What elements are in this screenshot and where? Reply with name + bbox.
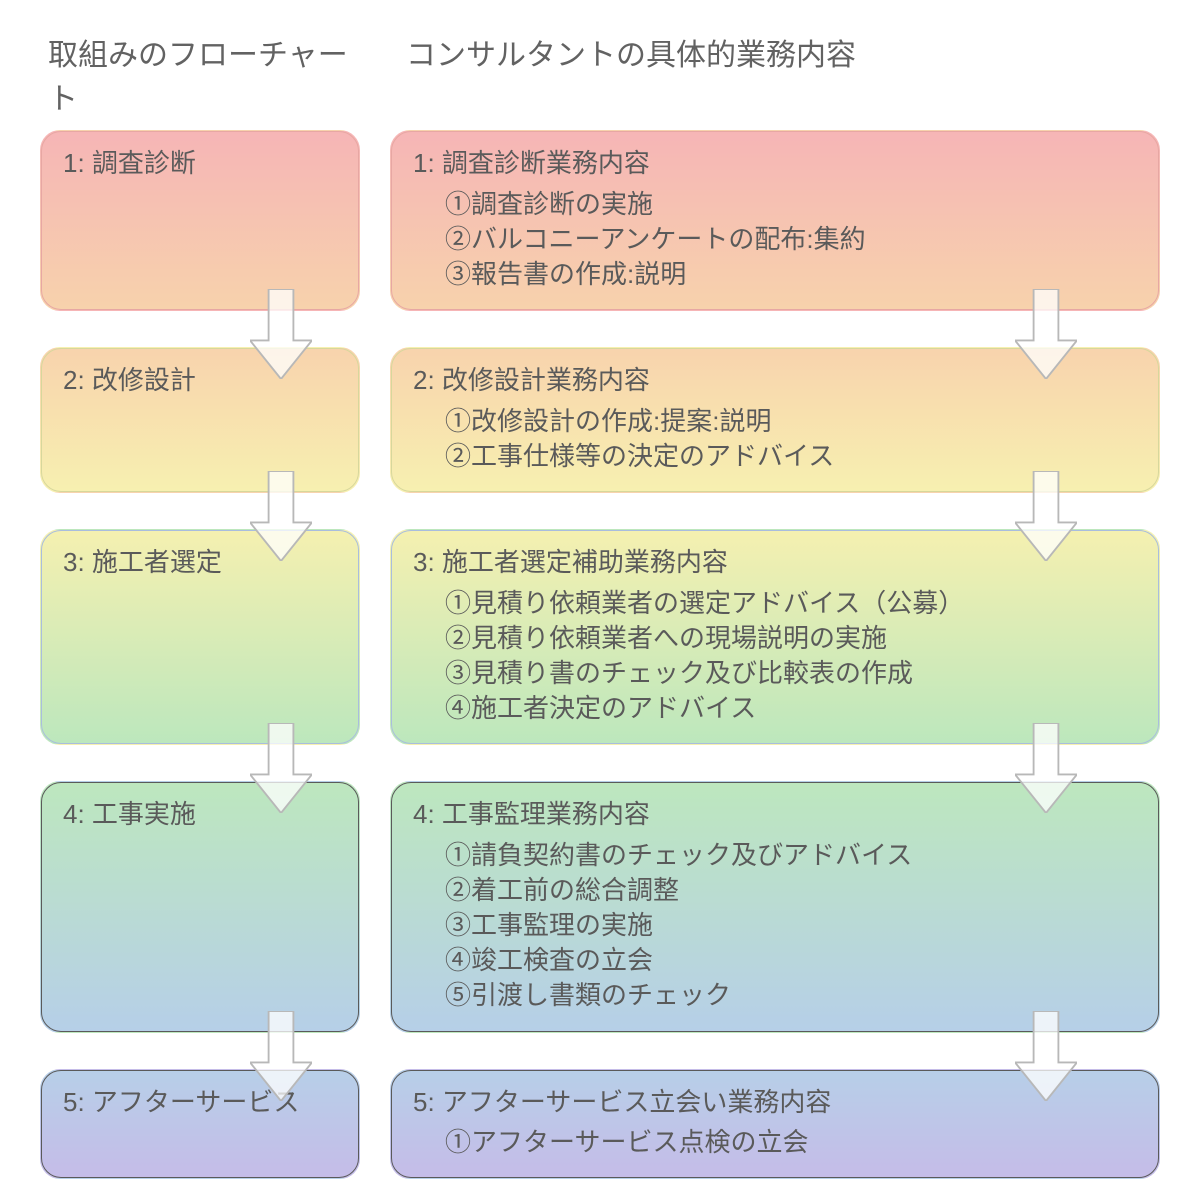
right-item-4-4: ④竣工検査の立会	[445, 943, 1137, 978]
right-item-4-5: ⑤引渡し書類のチェック	[445, 978, 1137, 1013]
right-item-3-4: ④施工者決定のアドバイス	[445, 691, 1137, 726]
right-title-3: 3: 施工者選定補助業務内容	[413, 546, 1137, 580]
left-title-5: 5: アフターサービス	[63, 1086, 337, 1120]
right-item-4-3: ③工事監理の実施	[445, 908, 1137, 943]
left-title-2: 2: 改修設計	[63, 364, 337, 398]
right-items-5: ①アフターサービス点検の立会	[445, 1125, 1137, 1160]
left-title-1: 1: 調査診断	[63, 147, 337, 181]
right-box-1: 1: 調査診断業務内容 ①調査診断の実施②バルコニーアンケートの配布:集約③報告書…	[390, 130, 1160, 311]
left-box-3: 3: 施工者選定	[40, 529, 360, 745]
right-items-3: ①見積り依頼業者の選定アドバイス（公募）②見積り依頼業者への現場説明の実施③見積…	[445, 586, 1137, 726]
right-items-4: ①請負契約書のチェック及びアドバイス②着工前の総合調整③工事監理の実施④竣工検査…	[445, 838, 1137, 1013]
right-box-5: 5: アフターサービス立会い業務内容 ①アフターサービス点検の立会	[390, 1069, 1160, 1180]
right-item-5-1: ①アフターサービス点検の立会	[445, 1125, 1137, 1160]
left-box-2: 2: 改修設計	[40, 347, 360, 493]
left-box-5: 5: アフターサービス	[40, 1069, 360, 1180]
left-box-1: 1: 調査診断	[40, 130, 360, 311]
rows-container: 1: 調査診断 1: 調査診断業務内容 ①調査診断の実施②バルコニーアンケートの配布…	[40, 130, 1160, 1179]
left-title-3: 3: 施工者選定	[63, 546, 337, 580]
left-title-4: 4: 工事実施	[63, 798, 337, 832]
right-item-1-3: ③報告書の作成:説明	[445, 257, 1137, 292]
left-box-4: 4: 工事実施	[40, 781, 360, 1032]
row-5: 5: アフターサービス 5: アフターサービス立会い業務内容 ①アフターサービス点検…	[40, 1069, 1160, 1180]
right-item-1-1: ①調査診断の実施	[445, 187, 1137, 222]
flowchart-page: 取組みのフローチャート コンサルタントの具体的業務内容 1: 調査診断1: 調査…	[0, 0, 1200, 1200]
right-box-3: 3: 施工者選定補助業務内容 ①見積り依頼業者の選定アドバイス（公募）②見積り依頼…	[390, 529, 1160, 745]
right-box-2: 2: 改修設計業務内容 ①改修設計の作成:提案:説明②工事仕様等の決定のアドバイス	[390, 347, 1160, 493]
right-item-3-1: ①見積り依頼業者の選定アドバイス（公募）	[445, 586, 1137, 621]
row-2: 2: 改修設計 2: 改修設計業務内容 ①改修設計の作成:提案:説明②工事仕様等の決…	[40, 347, 1160, 493]
right-title-5: 5: アフターサービス立会い業務内容	[413, 1086, 1137, 1120]
right-items-2: ①改修設計の作成:提案:説明②工事仕様等の決定のアドバイス	[445, 404, 1137, 474]
header-right: コンサルタントの具体的業務内容	[398, 30, 1160, 118]
right-title-4: 4: 工事監理業務内容	[413, 798, 1137, 832]
right-item-3-3: ③見積り書のチェック及び比較表の作成	[445, 656, 1137, 691]
right-box-4: 4: 工事監理業務内容 ①請負契約書のチェック及びアドバイス②着工前の総合調整③工…	[390, 781, 1160, 1032]
row-1: 1: 調査診断 1: 調査診断業務内容 ①調査診断の実施②バルコニーアンケートの配布…	[40, 130, 1160, 311]
header-left: 取組みのフローチャート	[40, 30, 368, 118]
right-item-4-2: ②着工前の総合調整	[445, 873, 1137, 908]
column-headers: 取組みのフローチャート コンサルタントの具体的業務内容	[40, 30, 1160, 118]
right-items-1: ①調査診断の実施②バルコニーアンケートの配布:集約③報告書の作成:説明	[445, 187, 1137, 292]
right-item-4-1: ①請負契約書のチェック及びアドバイス	[445, 838, 1137, 873]
row-4: 4: 工事実施 4: 工事監理業務内容 ①請負契約書のチェック及びアドバイス②着工前…	[40, 781, 1160, 1032]
right-item-2-1: ①改修設計の作成:提案:説明	[445, 404, 1137, 439]
right-item-3-2: ②見積り依頼業者への現場説明の実施	[445, 621, 1137, 656]
right-title-1: 1: 調査診断業務内容	[413, 147, 1137, 181]
right-title-2: 2: 改修設計業務内容	[413, 364, 1137, 398]
row-3: 3: 施工者選定 3: 施工者選定補助業務内容 ①見積り依頼業者の選定アドバイス（公…	[40, 529, 1160, 745]
right-item-2-2: ②工事仕様等の決定のアドバイス	[445, 439, 1137, 474]
right-item-1-2: ②バルコニーアンケートの配布:集約	[445, 222, 1137, 257]
